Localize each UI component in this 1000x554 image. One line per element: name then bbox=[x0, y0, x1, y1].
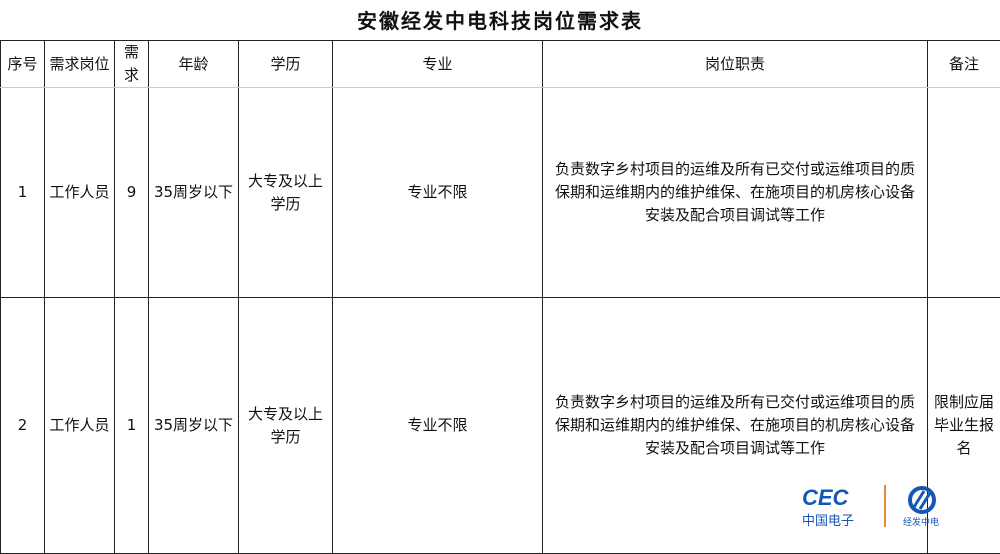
page-title: 安徽经发中电科技岗位需求表 bbox=[0, 0, 1000, 40]
header-note: 备注 bbox=[928, 41, 1000, 88]
job-requirements-table: 序号 需求岗位 需求 年龄 学历 专业 岗位职责 备注 1 工作人员 9 35周… bbox=[0, 40, 1000, 554]
cell-age: 35周岁以下 bbox=[149, 298, 239, 554]
cell-note bbox=[928, 88, 1000, 298]
cell-position: 工作人员 bbox=[45, 298, 115, 554]
cell-education: 大专及以上学历 bbox=[239, 298, 333, 554]
cell-count: 9 bbox=[115, 88, 149, 298]
cell-duty: 负责数字乡村项目的运维及所有已交付或运维项目的质保期和运维期内的维护维保、在施项… bbox=[543, 88, 928, 298]
table-row: 1 工作人员 9 35周岁以下 大专及以上学历 专业不限 负责数字乡村项目的运维… bbox=[1, 88, 1000, 298]
cell-age: 35周岁以下 bbox=[149, 88, 239, 298]
header-major: 专业 bbox=[333, 41, 543, 88]
svg-text:经发中电: 经发中电 bbox=[903, 516, 939, 528]
header-no: 序号 bbox=[1, 41, 45, 88]
header-row: 序号 需求岗位 需求 年龄 学历 专业 岗位职责 备注 bbox=[1, 41, 1000, 88]
cell-education: 大专及以上学历 bbox=[239, 88, 333, 298]
cell-no: 1 bbox=[1, 88, 45, 298]
svg-text:中国电子: 中国电子 bbox=[802, 514, 854, 529]
svg-text:CEC: CEC bbox=[802, 485, 850, 510]
header-duty: 岗位职责 bbox=[543, 41, 928, 88]
cell-major: 专业不限 bbox=[333, 88, 543, 298]
header-age: 年龄 bbox=[149, 41, 239, 88]
header-education: 学历 bbox=[239, 41, 333, 88]
header-count: 需求 bbox=[115, 41, 149, 88]
header-position: 需求岗位 bbox=[45, 41, 115, 88]
cec-logo: CEC 中国电子 经发中电 bbox=[800, 483, 950, 533]
cell-major: 专业不限 bbox=[333, 298, 543, 554]
cell-position: 工作人员 bbox=[45, 88, 115, 298]
cell-no: 2 bbox=[1, 298, 45, 554]
cell-count: 1 bbox=[115, 298, 149, 554]
